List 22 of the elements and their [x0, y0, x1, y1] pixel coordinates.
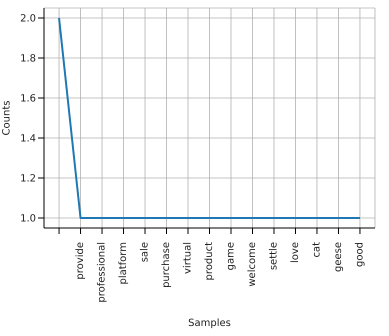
- x-tick-label: provide: [75, 242, 86, 280]
- x-tick-label: cat: [311, 242, 322, 258]
- y-tick-label: 1.4: [20, 134, 36, 145]
- y-tick-label: 2.0: [20, 14, 36, 25]
- x-tick-label: settle: [268, 242, 280, 270]
- x-tick-label: product: [204, 242, 215, 280]
- y-tick-label: 1.0: [20, 214, 36, 225]
- x-tick-label: love: [290, 242, 301, 263]
- y-tick-label: 1.6: [20, 94, 36, 105]
- x-tick-label: professional: [96, 242, 108, 303]
- x-tick-label: platform: [118, 242, 130, 284]
- x-tick-label: geese: [332, 242, 344, 272]
- x-tick-label: game: [225, 242, 236, 270]
- y-axis-title: Counts: [2, 100, 13, 136]
- x-axis-title: Samples: [188, 318, 231, 329]
- x-tick-label: welcome: [246, 242, 258, 287]
- x-tick-label: sale: [140, 242, 151, 262]
- x-tick-label: purchase: [161, 242, 172, 288]
- x-tick-label: good: [354, 242, 366, 267]
- y-tick-label: 1.8: [20, 54, 36, 65]
- y-tick-label: 1.2: [20, 174, 36, 185]
- x-tick-label: virtual: [182, 242, 194, 274]
